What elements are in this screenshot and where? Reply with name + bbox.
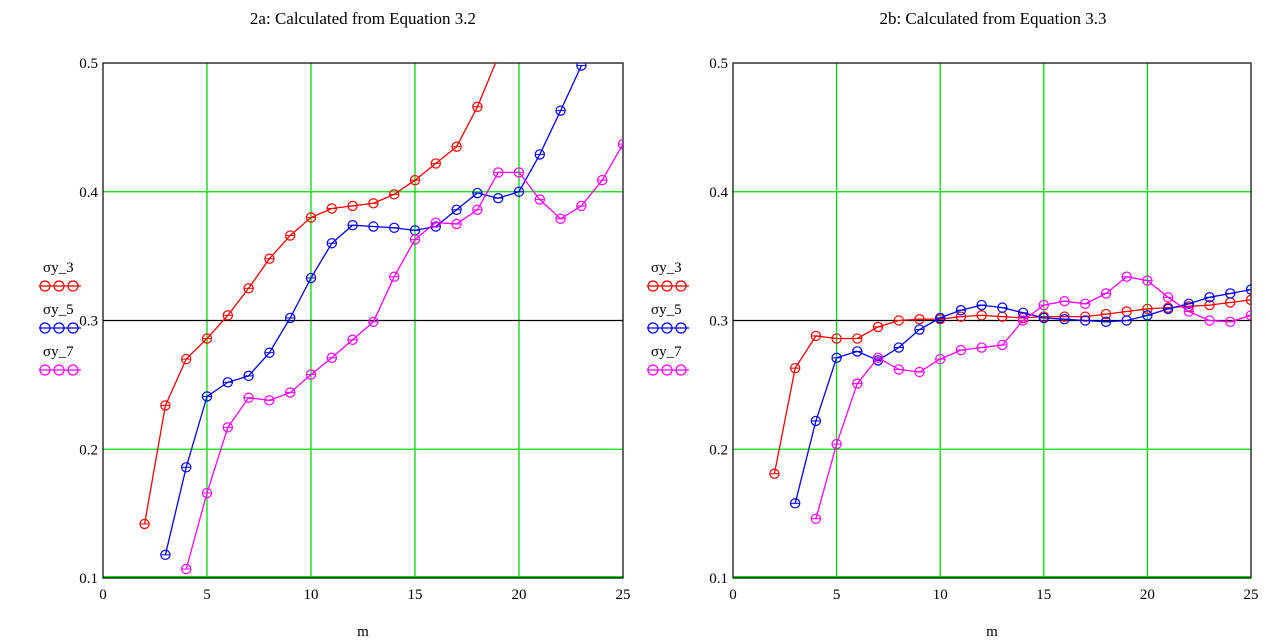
legend-swatch-marker: [67, 364, 79, 376]
legend-swatch-marker: [53, 280, 65, 292]
x-axis-label: m: [986, 624, 998, 640]
x-tick-label: 20: [1140, 587, 1155, 603]
legend-swatch-marker: [675, 364, 687, 376]
series-line: [143, 63, 497, 525]
y-tick-label: 0.1: [709, 571, 728, 587]
legend-swatch-marker: [67, 280, 79, 292]
y-tick-label: 0.4: [709, 185, 728, 201]
y-tick-label: 0.5: [709, 56, 728, 72]
legend-swatch-marker: [53, 322, 65, 334]
series-2: [789, 284, 1251, 509]
legend-swatch-marker: [53, 364, 65, 376]
legend-swatch-marker: [647, 364, 659, 376]
series-1: [139, 52, 503, 530]
x-tick-label: 25: [1244, 587, 1259, 603]
chart-title: 2a: Calculated from Equation 3.2: [250, 9, 476, 28]
series-1: [769, 294, 1251, 479]
series-2: [160, 63, 587, 561]
legend-label: σy_5: [651, 302, 682, 318]
x-tick-label: 25: [616, 587, 631, 603]
series-line: [185, 143, 623, 570]
chart-panel-b: 2b: Calculated from Equation 3.3 0 5 10 15 20…: [647, 9, 1259, 640]
legend-label: σy_5: [43, 302, 74, 318]
series-line: [815, 276, 1251, 519]
y-tick-label: 0.2: [79, 442, 98, 458]
legend-swatch-marker: [647, 322, 659, 334]
x-tick-label: 0: [99, 587, 107, 603]
legend-swatch: [39, 322, 81, 334]
x-tick-label: 10: [933, 587, 948, 603]
legend-swatch-marker: [39, 280, 51, 292]
legend-swatch-marker: [67, 322, 79, 334]
x-tick-label: 5: [203, 587, 211, 603]
legend-swatch-marker: [39, 364, 51, 376]
x-tick-label: 15: [408, 587, 423, 603]
legend-label: σy_7: [651, 344, 682, 360]
legend-swatch-marker: [39, 322, 51, 334]
legend-swatch-marker: [661, 364, 673, 376]
chart-title: 2b: Calculated from Equation 3.3: [879, 9, 1106, 28]
data-point: [494, 52, 503, 61]
legend-label: σy_7: [43, 344, 74, 360]
legend-label: σy_3: [43, 260, 74, 276]
x-axis-label: m: [357, 624, 369, 640]
plot-frame: [102, 62, 624, 579]
legend-swatch: [39, 280, 81, 292]
legend-swatch-marker: [647, 280, 659, 292]
legend-swatch-marker: [675, 280, 687, 292]
series-line: [773, 299, 1251, 474]
legend-swatch-marker: [661, 280, 673, 292]
chart-panel-a: 2a: Calculated from Equation 3.2 0 5 10 15 20…: [39, 9, 631, 640]
legend-swatch: [647, 280, 689, 292]
x-tick-label: 20: [512, 587, 527, 603]
y-tick-label: 0.3: [79, 314, 98, 330]
y-tick-label: 0.4: [79, 185, 98, 201]
legend-swatch: [647, 364, 689, 376]
x-tick-label: 10: [304, 587, 319, 603]
y-tick-label: 0.3: [709, 314, 728, 330]
series-3: [180, 138, 623, 575]
legend-swatch: [39, 364, 81, 376]
legend-swatch-marker: [661, 322, 673, 334]
series-line: [794, 288, 1251, 504]
x-tick-label: 5: [833, 587, 841, 603]
x-tick-label: 0: [729, 587, 737, 603]
x-tick-label: 15: [1036, 587, 1051, 603]
legend-swatch-marker: [675, 322, 687, 334]
legend-label: σy_3: [651, 260, 682, 276]
y-tick-label: 0.1: [79, 571, 98, 587]
y-tick-label: 0.5: [79, 56, 98, 72]
legend-swatch: [647, 322, 689, 334]
series-3: [810, 271, 1251, 524]
y-tick-label: 0.2: [709, 442, 728, 458]
